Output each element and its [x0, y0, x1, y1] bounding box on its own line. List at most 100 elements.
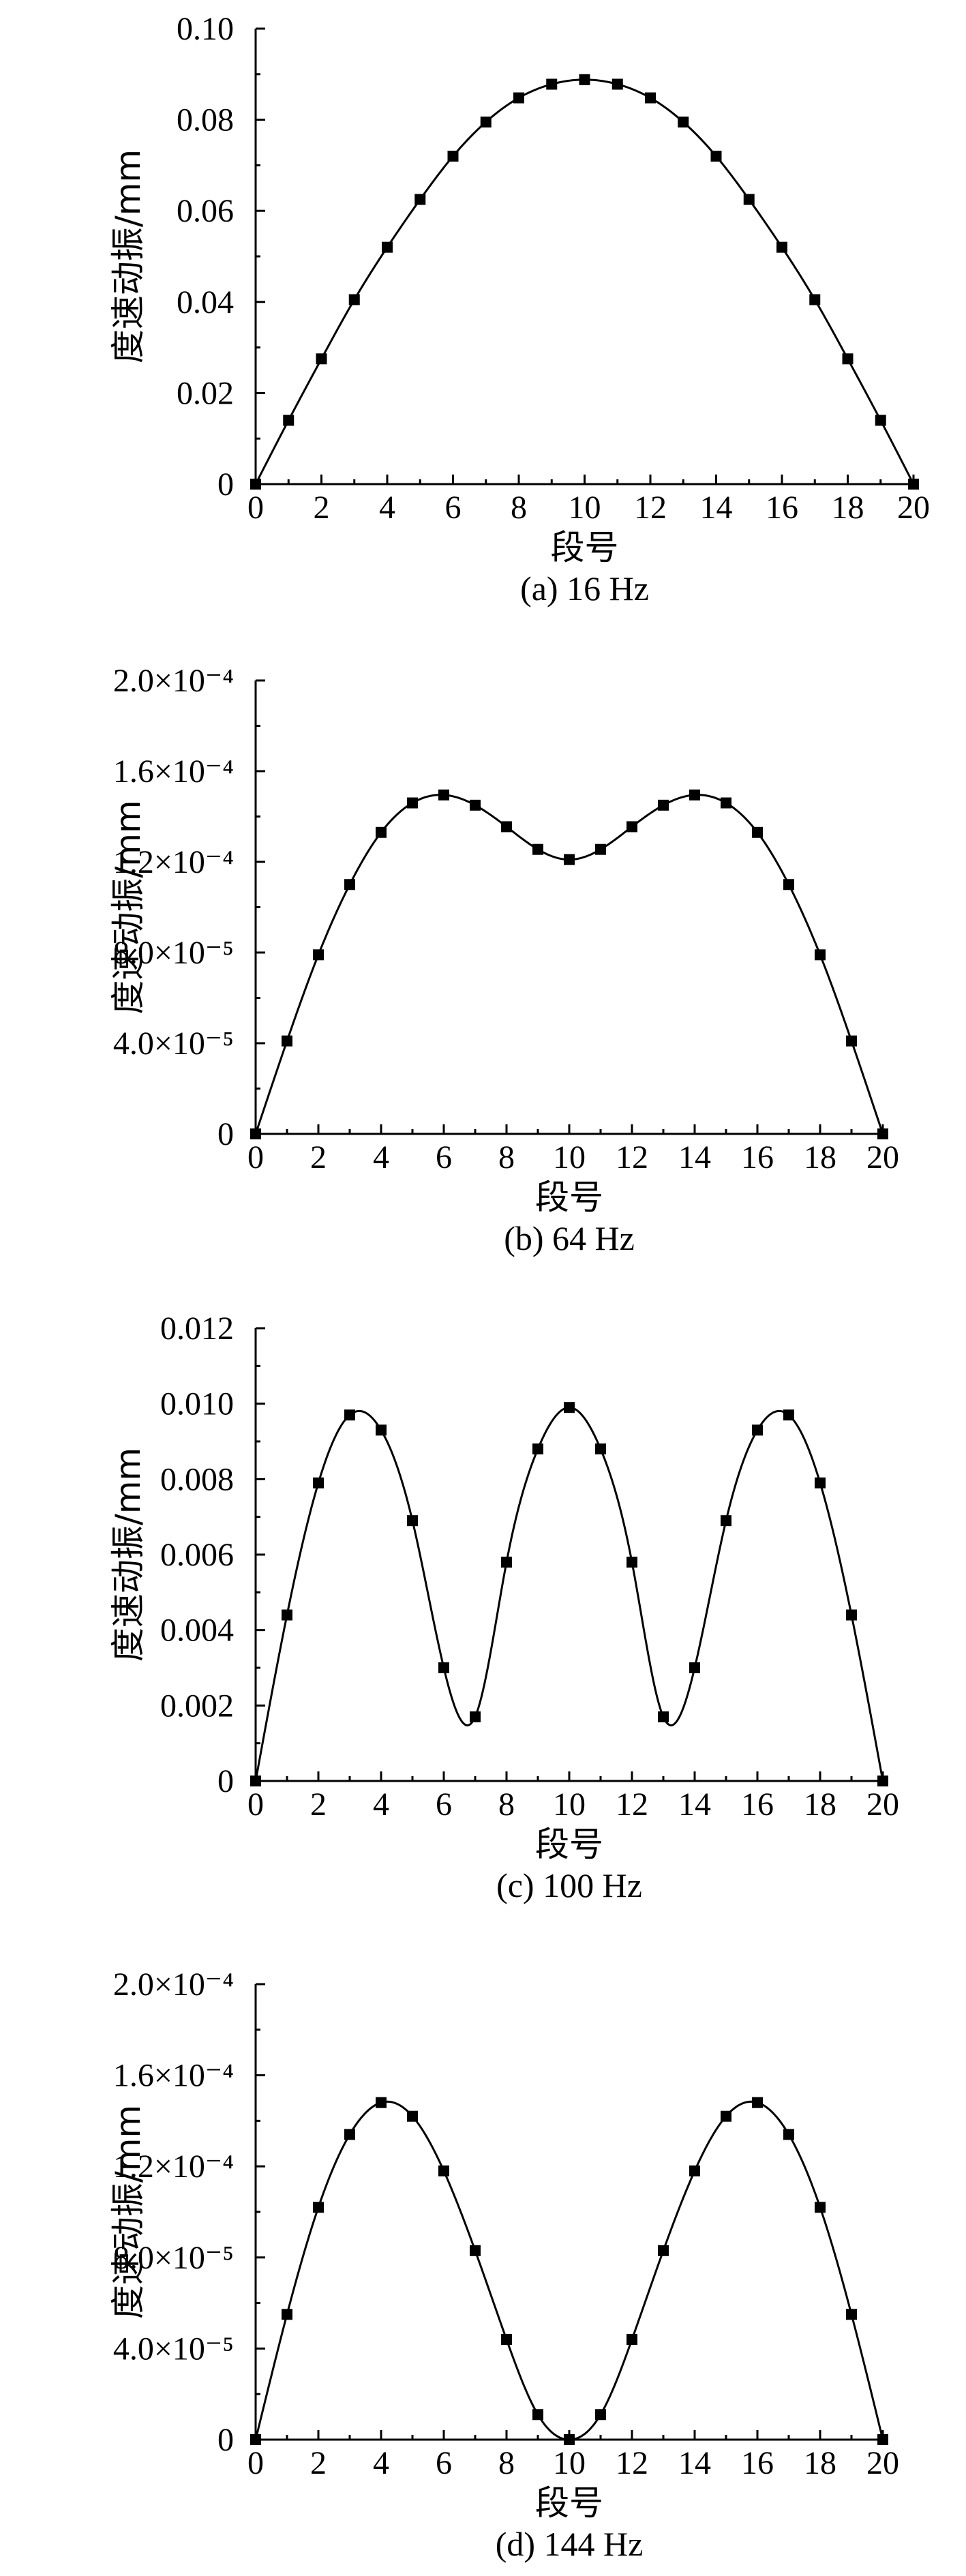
data-point: [250, 479, 261, 490]
data-point: [564, 1402, 575, 1413]
data-point: [678, 116, 689, 128]
x-tick-label: 0: [247, 1786, 264, 1823]
data-point: [480, 116, 492, 128]
x-tick-label: 14: [678, 1786, 711, 1823]
data-point: [250, 1128, 261, 1139]
y-tick-label: 0.002: [160, 1688, 234, 1724]
x-tick-label: 20: [866, 2445, 899, 2481]
data-point: [344, 2129, 355, 2140]
data-point: [752, 1424, 763, 1436]
data-point: [344, 1409, 355, 1421]
y-tick-label: 1.6×10⁻⁴: [113, 2058, 234, 2094]
data-point: [846, 1035, 857, 1047]
data-point: [612, 78, 623, 90]
x-tick-label: 10: [553, 2445, 586, 2481]
data-point: [348, 294, 360, 305]
data-point: [407, 1515, 418, 1527]
data-point: [283, 415, 295, 426]
data-point: [313, 949, 324, 961]
panel-caption: (b) 64 Hz: [504, 1219, 635, 1257]
series-line: [254, 794, 884, 1135]
x-tick-label: 2: [310, 1786, 327, 1823]
x-tick-label: 14: [700, 490, 733, 526]
y-tick-label: 2.0×10⁻⁴: [113, 663, 234, 699]
x-axis-title: 段号: [551, 528, 619, 567]
y-axis-title: 度速动振/mm: [108, 800, 148, 1014]
data-point: [776, 241, 787, 253]
x-tick-label: 6: [436, 1139, 452, 1175]
x-tick-label: 20: [866, 1786, 899, 1823]
y-tick-label: 1.2×10⁻⁴: [113, 2148, 234, 2185]
series-line: [254, 2100, 884, 2441]
data-point: [564, 854, 575, 865]
data-point: [627, 821, 637, 833]
data-point: [710, 151, 722, 162]
x-tick-label: 4: [379, 490, 395, 526]
data-point: [532, 843, 543, 855]
data-point: [414, 194, 426, 205]
data-point: [846, 2309, 857, 2320]
data-point: [877, 2434, 888, 2445]
data-point: [564, 2434, 575, 2445]
data-point: [875, 415, 886, 426]
x-tick-label: 8: [498, 1139, 515, 1175]
data-point: [501, 1557, 512, 1568]
x-tick-label: 8: [498, 1786, 515, 1823]
data-point: [546, 78, 558, 90]
x-tick-label: 0: [247, 490, 264, 526]
y-tick-label: 0.06: [177, 193, 234, 229]
data-point: [470, 799, 481, 811]
y-tick-label: 8.0×10⁻⁵: [113, 2240, 234, 2276]
data-point: [376, 2097, 387, 2108]
x-tick-label: 4: [373, 1786, 389, 1823]
data-point: [809, 294, 821, 305]
data-point: [689, 789, 700, 800]
data-point: [407, 797, 418, 809]
x-tick-label: 18: [804, 1786, 836, 1823]
data-point: [658, 2245, 669, 2256]
data-point: [316, 353, 327, 365]
x-tick-label: 10: [553, 1139, 586, 1175]
data-point: [752, 2097, 763, 2108]
x-tick-label: 4: [373, 1139, 389, 1175]
data-point: [815, 1477, 826, 1488]
data-point: [783, 1409, 794, 1421]
x-axis-title: 段号: [535, 1178, 603, 1217]
data-point: [721, 2110, 731, 2122]
x-tick-label: 6: [445, 490, 462, 526]
x-tick-label: 14: [678, 2445, 711, 2481]
x-tick-label: 0: [247, 1139, 264, 1175]
x-axis-title: 段号: [535, 2483, 603, 2523]
data-point: [658, 799, 669, 811]
data-point: [815, 949, 826, 961]
data-point: [689, 2165, 700, 2176]
x-tick-label: 6: [436, 1786, 452, 1823]
x-tick-label: 8: [511, 490, 527, 526]
y-tick-label: 0: [217, 1763, 234, 1799]
data-point: [721, 1515, 731, 1527]
series-line: [254, 1406, 884, 1782]
data-point: [513, 92, 524, 104]
data-point: [752, 826, 763, 838]
data-point: [250, 2434, 261, 2445]
y-axis-title: 度速动振/mm: [108, 2105, 148, 2319]
data-point: [438, 2165, 449, 2176]
data-point: [689, 1662, 700, 1673]
x-tick-label: 2: [314, 490, 330, 526]
data-point: [438, 789, 449, 800]
data-point: [532, 1443, 543, 1455]
x-tick-label: 20: [897, 490, 930, 526]
x-tick-label: 16: [741, 2445, 774, 2481]
data-point: [627, 2334, 637, 2346]
panel-caption: (c) 100 Hz: [496, 1866, 642, 1904]
x-tick-label: 16: [741, 1139, 774, 1175]
data-point: [783, 2129, 794, 2140]
panel-caption: (d) 144 Hz: [496, 2525, 644, 2563]
data-point: [282, 1609, 292, 1621]
x-tick-label: 4: [373, 2445, 389, 2481]
chart-panel-1: 0 2 4 6 8 10 12 14 16 18 20 0 0.02 0.04 0.06 0.08 0.10 段号…: [108, 11, 930, 608]
y-tick-label: 0: [217, 2422, 234, 2458]
x-tick-label: 18: [804, 2445, 836, 2481]
y-tick-label: 8.0×10⁻⁵: [113, 935, 234, 971]
